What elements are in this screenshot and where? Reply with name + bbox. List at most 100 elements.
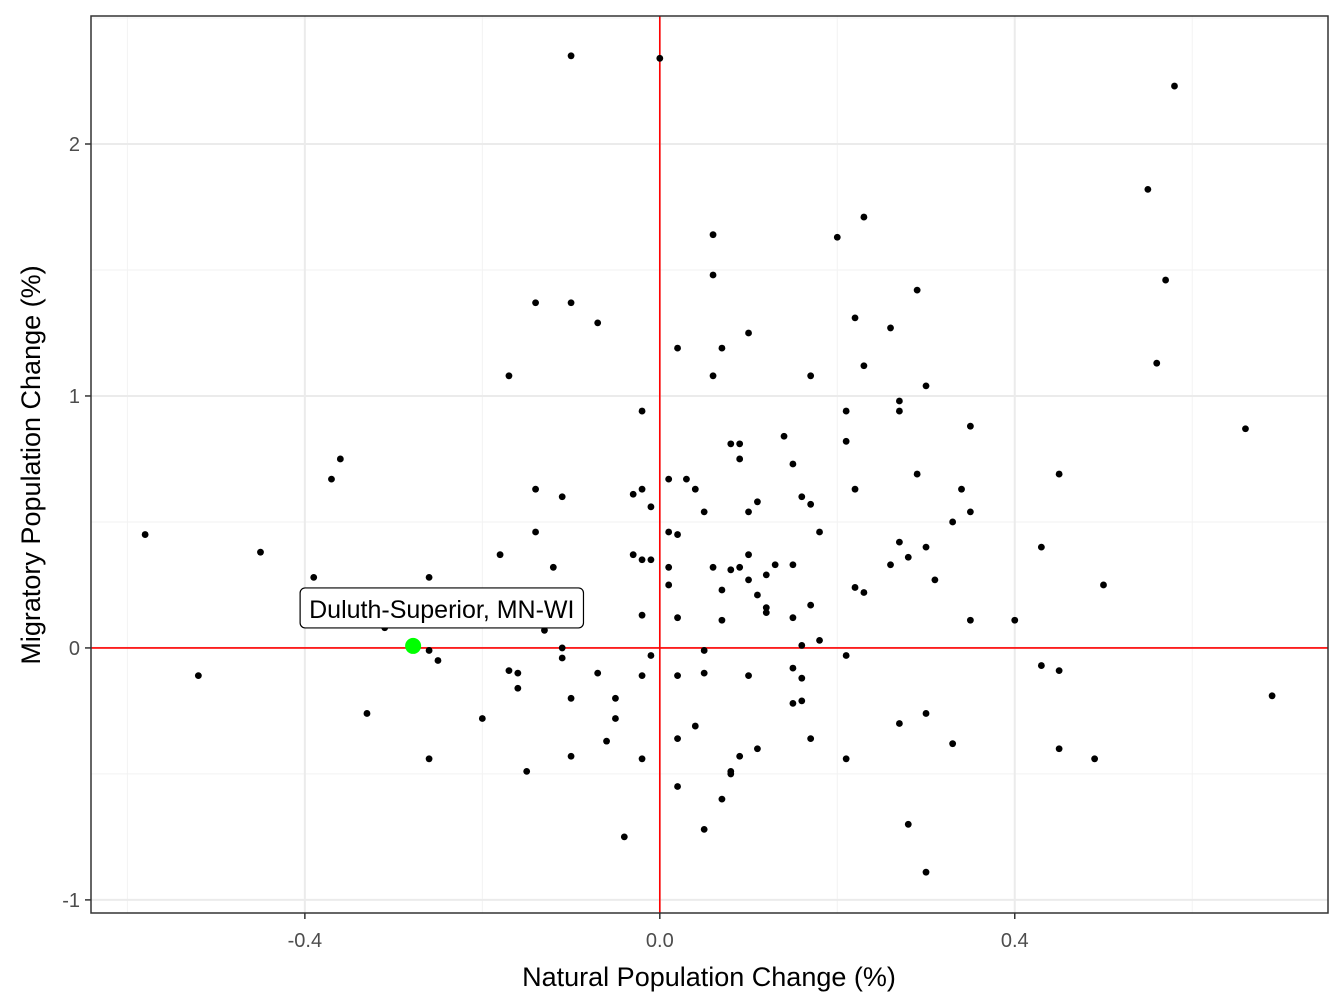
data-point: [798, 674, 806, 682]
data-point: [709, 271, 717, 279]
data-point: [816, 636, 823, 644]
data-point: [1091, 755, 1099, 763]
data-point: [754, 591, 761, 599]
highlight-label: Duluth-Superior, MN-WI: [309, 596, 574, 624]
data-point: [842, 407, 850, 415]
data-point: [762, 604, 770, 612]
data-point: [762, 571, 770, 579]
data-point: [922, 543, 930, 551]
data-point: [1100, 581, 1107, 589]
data-point: [1055, 745, 1063, 753]
data-point: [665, 563, 673, 571]
data-point: [363, 710, 371, 717]
data-point: [1242, 425, 1249, 433]
data-point: [789, 699, 797, 707]
data-point: [718, 344, 726, 352]
data-point: [558, 493, 566, 501]
data-point: [798, 642, 806, 649]
y-tick-label: 1: [69, 386, 80, 408]
data-point: [754, 498, 761, 506]
highlight-label-box: [299, 587, 585, 629]
data-point: [895, 538, 903, 546]
data-point: [558, 654, 566, 662]
data-point: [1268, 692, 1276, 700]
data-point: [718, 616, 726, 624]
data-point: [913, 470, 921, 478]
data-point: [594, 669, 602, 677]
data-point: [674, 614, 681, 622]
data-point: [1162, 276, 1170, 284]
data-point: [887, 561, 894, 569]
data-point: [674, 672, 681, 680]
data-point: [603, 737, 610, 745]
data-point: [638, 755, 646, 763]
data-point: [523, 767, 531, 775]
data-point: [913, 286, 921, 294]
minor-gridlines: [91, 16, 1328, 913]
data-point: [194, 672, 202, 680]
data-point: [736, 455, 744, 463]
data-point: [709, 563, 717, 571]
data-point: [949, 518, 957, 526]
data-point: [505, 372, 513, 380]
data-point: [966, 508, 974, 516]
data-point: [1055, 470, 1063, 478]
data-point: [1037, 543, 1045, 551]
highlight-group: Duluth-Superior, MN-WI: [299, 587, 585, 654]
y-axis-title: Migratory Population Change (%): [16, 265, 46, 664]
highlight-point: [405, 637, 422, 654]
data-point: [718, 795, 726, 803]
data-point: [532, 528, 539, 536]
x-axis-ticks: -0.4 0.0 0.4: [288, 913, 1029, 952]
data-point: [567, 752, 575, 760]
data-point: [807, 500, 815, 508]
data-point: [425, 755, 433, 763]
data-point: [895, 720, 903, 727]
data-point: [496, 551, 504, 559]
data-point: [851, 314, 859, 322]
data-point: [567, 52, 575, 60]
data-point: [594, 319, 602, 327]
data-point: [771, 561, 779, 569]
data-point: [931, 576, 939, 584]
data-point: [1153, 359, 1161, 367]
data-points: [141, 52, 1276, 876]
data-point: [807, 601, 815, 609]
data-point: [842, 755, 850, 763]
data-point: [922, 382, 930, 390]
data-point: [700, 647, 708, 654]
data-point: [1055, 667, 1063, 675]
data-point: [532, 299, 539, 307]
data-point: [691, 722, 699, 730]
data-point: [966, 616, 974, 624]
data-point: [789, 460, 797, 468]
data-point: [745, 508, 752, 516]
data-point: [691, 485, 699, 493]
data-point: [718, 586, 726, 594]
data-point: [629, 551, 637, 559]
data-point: [478, 715, 486, 722]
x-tick-label: 0.4: [1001, 930, 1029, 952]
data-point: [629, 490, 637, 498]
data-point: [754, 745, 761, 753]
x-axis-title: Natural Population Change (%): [522, 962, 896, 992]
data-point: [958, 485, 965, 493]
data-point: [887, 324, 894, 332]
data-point: [310, 573, 318, 581]
data-point: [647, 652, 655, 659]
data-point: [745, 672, 752, 680]
data-point: [842, 437, 850, 445]
data-point: [816, 528, 823, 536]
y-tick-label: 0: [69, 638, 80, 660]
data-point: [567, 299, 575, 307]
data-point: [683, 475, 690, 483]
data-point: [895, 407, 903, 415]
data-point: [558, 644, 566, 652]
data-point: [674, 783, 681, 790]
data-point: [851, 584, 859, 591]
data-point: [257, 548, 264, 556]
data-point: [780, 432, 788, 440]
data-point: [833, 233, 841, 241]
data-point: [709, 372, 717, 380]
